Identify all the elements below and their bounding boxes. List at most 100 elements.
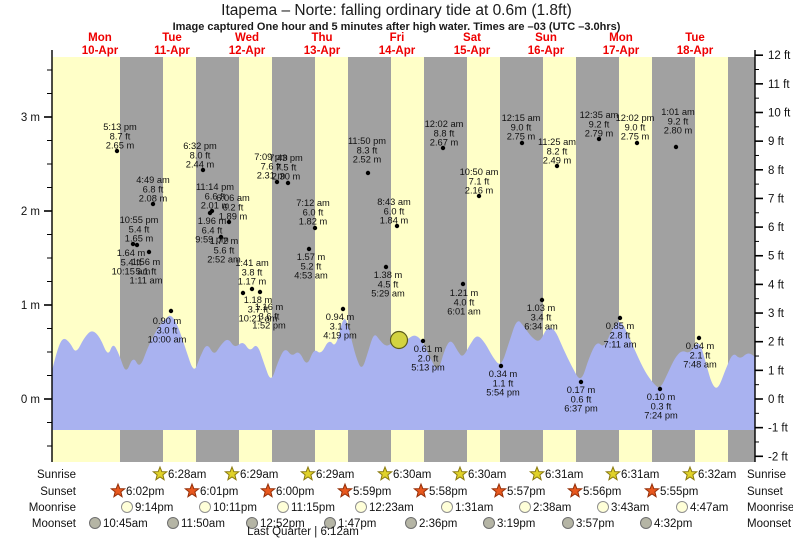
tide-event-line: 11:50 pm	[348, 136, 386, 146]
tide-event-line: 11:14 pm	[196, 182, 234, 192]
tide-event-line: 1:01 am	[661, 107, 695, 117]
tide-event-line: 0.61 m	[414, 344, 443, 354]
axis-label-m: 3 m	[21, 112, 40, 124]
axis-label-ft: 7 ft	[768, 193, 785, 205]
day-date-label: 15-Apr	[454, 45, 491, 57]
tide-event-line: 7:12 am	[296, 198, 330, 208]
tide-event-line: 7.1 ft	[469, 176, 490, 186]
tide-event-dot	[168, 308, 174, 314]
moonset-icon	[246, 517, 258, 529]
axis-label-ft: 2 ft	[768, 337, 785, 349]
tide-event-line: 2.31 m	[257, 171, 286, 181]
tide-event-line: 5:13 pm	[103, 122, 137, 132]
tide-event-dot	[696, 335, 702, 341]
tide-event-line: 1.89 m	[219, 212, 248, 222]
moonset-icon	[167, 517, 179, 529]
tide-event-dot	[394, 223, 400, 229]
tide-event-dot	[114, 148, 120, 154]
tide-event-dot	[274, 179, 280, 185]
tide-event-line: 2.44 m	[186, 160, 215, 170]
tide-event-dot	[134, 242, 140, 248]
tide-event-label: 1.03 m 3.4 ft 6:34 am	[524, 303, 558, 332]
moonrise-time: 2:38am	[533, 502, 571, 514]
tide-event-line: 1:41 am	[235, 258, 269, 268]
tide-event-dot	[340, 306, 346, 312]
axis-label-ft: 10 ft	[768, 107, 791, 119]
moonrise-time: 11:15pm	[291, 502, 335, 514]
tide-event-line: 5.2 ft	[301, 261, 322, 271]
moonset-time: 3:19pm	[497, 518, 535, 530]
tide-event-dot	[657, 386, 663, 392]
tide-event-label: 7:43 pm 7.5 ft 2.30 m	[269, 153, 303, 182]
tide-event-line: 0.94 m	[326, 312, 355, 322]
tide-event-label: 0.90 m 3.0 ft 10:00 am	[148, 316, 187, 345]
tide-event-line: 0.34 m	[489, 369, 518, 379]
moonrise-icon	[676, 501, 688, 513]
tide-event-line: 2.75 m	[507, 132, 536, 142]
tide-event-line: 4.0 ft	[454, 297, 475, 307]
tide-event-line: 6.8 ft	[143, 184, 164, 194]
tide-event-line: 6:32 pm	[183, 141, 217, 151]
tide-event-line: 4:19 pm	[323, 331, 357, 341]
tide-event-line: 1:11 am	[130, 276, 163, 286]
tide-event-line: 2.65 m	[106, 141, 135, 151]
day-label: Wed	[235, 32, 259, 44]
tide-event-line: 11:25 am	[538, 137, 576, 147]
tide-event-line: 10:55 pm	[120, 215, 159, 225]
tide-event-line: 5:13 pm	[411, 363, 445, 373]
astro-row-label-right: Sunset	[747, 486, 784, 498]
tide-event-line: 7:43 pm	[269, 153, 303, 163]
tide-event-line: 8.7 ft	[110, 131, 131, 141]
tide-event-label: 7:09 pm 7.6 ft 2.31 m	[254, 152, 288, 181]
sunrise-time: 6:29am	[240, 469, 278, 481]
sunset-time: 5:55pm	[660, 486, 698, 498]
tide-event-label: 0.10 m 0.3 ft 7:24 pm	[644, 392, 678, 421]
tide-event-label: 11:50 pm 8.3 ft 2.52 m	[348, 136, 386, 165]
tide-event-dot	[306, 246, 312, 252]
axis-label-m: 0 m	[21, 394, 40, 406]
sunrise-icon	[604, 465, 622, 481]
tide-event-label: 1.21 m 4.0 ft 6:01 am	[447, 288, 481, 317]
tide-event-line: 2.67 m	[430, 138, 459, 148]
tide-event-line: 2:52 am	[207, 255, 241, 265]
sunset-icon	[336, 482, 354, 498]
tide-event-label: 1.16 m 3.6 ft 1:52 pm	[252, 302, 286, 331]
tide-event-line: 3.7 ft	[248, 304, 269, 314]
sunrise-icon	[151, 465, 169, 481]
tide-event-dot	[420, 338, 426, 344]
tide-event-line: 2.80 m	[664, 126, 693, 136]
tide-event-dot	[596, 136, 602, 142]
tide-event-line: 10:21 am	[239, 314, 278, 324]
tide-event-label: 0.34 m 1.1 ft 5:54 pm	[486, 369, 520, 398]
astro-row-label-left: Sunrise	[37, 469, 76, 481]
axis-label-ft: 6 ft	[768, 222, 785, 234]
tide-event-line: 0.85 m	[606, 321, 635, 331]
tide-event-label: 1.18 m 3.7 ft 10:21 am	[239, 295, 278, 324]
tide-event-line: 2.30 m	[272, 172, 301, 182]
tide-event-label: 1.56 m 5.1 ft 1:11 am	[130, 257, 163, 286]
day-date-label: 16-Apr	[528, 45, 565, 57]
tide-event-line: 7.6 ft	[261, 161, 282, 171]
tide-event-line: 0.6 ft	[571, 394, 592, 404]
day-date-label: 13-Apr	[304, 45, 341, 57]
water-area	[52, 315, 755, 430]
tide-event-line: 1.17 m	[238, 277, 267, 287]
day-date-label: 14-Apr	[379, 45, 416, 57]
astro-row-label-right: Moonrise	[747, 502, 793, 514]
tide-event-dot	[150, 201, 156, 207]
moonset-time: 3:57pm	[576, 518, 614, 530]
sunrise-icon	[223, 465, 241, 481]
tide-event-label: 12:35 am 9.2 ft 2.79 m	[580, 110, 619, 139]
tide-event-line: 7:11 am	[604, 340, 637, 350]
page-subtitle: Image captured One hour and 5 minutes af…	[172, 21, 621, 33]
sunrise-icon	[681, 465, 699, 481]
tide-event-line: 2.1 ft	[690, 350, 711, 360]
sunrise-time: 6:30am	[393, 469, 431, 481]
tide-event-line: 3.0 ft	[157, 325, 178, 335]
tide-event-dot	[383, 264, 389, 270]
tide-event-label: 10:55 pm 5.4 ft 1.65 m	[120, 215, 159, 244]
tide-event-line: 6:06 am	[216, 193, 250, 203]
moonset-time: 11:50am	[181, 518, 225, 530]
tide-event-dot	[218, 234, 224, 240]
